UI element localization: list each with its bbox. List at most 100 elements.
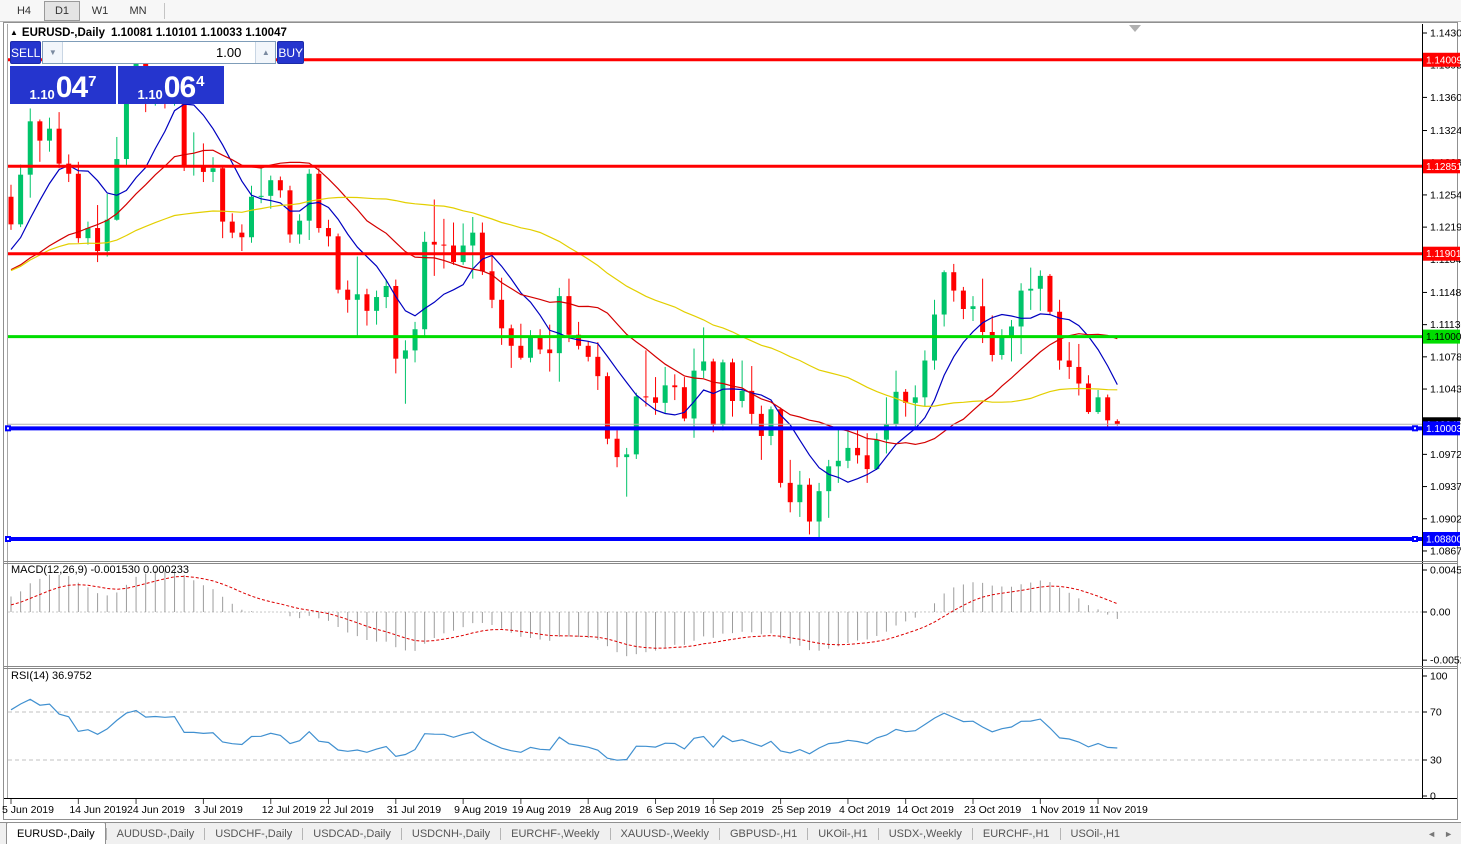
tab-usoil-h1[interactable]: USOil-,H1 <box>1070 827 1121 840</box>
svg-text:3 Jul 2019: 3 Jul 2019 <box>194 804 243 816</box>
tab-scroll-left-icon[interactable]: ◄ <box>1427 828 1437 839</box>
svg-text:31 Jul 2019: 31 Jul 2019 <box>387 804 441 816</box>
rsi-axis: 100 70 30 0 <box>1423 671 1448 803</box>
tab-divider <box>971 828 973 840</box>
svg-text:1.09720: 1.09720 <box>1430 449 1461 461</box>
rsi-indicator-label: RSI(14) 36.9752 <box>11 670 92 682</box>
svg-text:100: 100 <box>1430 671 1448 683</box>
sell-price-display[interactable]: 1.10 04 7 <box>10 66 116 104</box>
svg-text:1.08800: 1.08800 <box>1426 535 1461 546</box>
svg-text:28 Aug 2019: 28 Aug 2019 <box>579 804 638 816</box>
svg-text:1.13240: 1.13240 <box>1430 125 1461 137</box>
moving-average-line-20 <box>10 149 1118 446</box>
svg-text:9 Aug 2019: 9 Aug 2019 <box>454 804 507 816</box>
tab-audusd-daily[interactable]: AUDUSD-,Daily <box>116 827 195 840</box>
svg-text:0.004536: 0.004536 <box>1430 565 1461 577</box>
svg-text:12 Jul 2019: 12 Jul 2019 <box>262 804 316 816</box>
svg-text:1.13600: 1.13600 <box>1430 92 1461 104</box>
rsi-line <box>10 698 1118 761</box>
hline-1.11901[interactable]: 1.11901 <box>8 246 1461 261</box>
tab-xauusd-weekly[interactable]: XAUUSD-,Weekly <box>620 827 709 840</box>
tab-eurusd-daily[interactable]: EURUSD-,Daily <box>6 823 106 844</box>
volume-input[interactable] <box>63 42 256 63</box>
volume-decrease-button[interactable]: ▼ <box>43 42 64 63</box>
buy-price-display[interactable]: 1.10 06 4 <box>118 66 224 104</box>
buy-price-big-digits: 06 <box>163 71 196 105</box>
svg-text:1.11130: 1.11130 <box>1430 319 1461 331</box>
hline-1.08800[interactable]: 1.08800 <box>5 532 1461 546</box>
chart-shift-marker-icon[interactable] <box>1129 25 1141 32</box>
macd-axis: 0.004536 0.00 -0.00520 <box>1423 565 1461 667</box>
hline-1.10003[interactable]: 1.10003 <box>5 421 1461 436</box>
chart-tab-bar: EURUSD-,Daily AUDUSD-,Daily USDCHF-,Daily U… <box>0 822 1461 844</box>
volume-spinner: ▼ ▲ <box>42 41 277 64</box>
tab-divider <box>105 828 107 840</box>
rsi-levels <box>8 711 1422 761</box>
chart-symbol-label: EURUSD-,Daily <box>21 27 105 39</box>
hline-1.11000[interactable]: 1.11000 <box>8 329 1461 344</box>
svg-text:23 Oct 2019: 23 Oct 2019 <box>964 804 1021 816</box>
buy-price-prefix: 1.10 <box>137 87 163 102</box>
svg-text:19 Aug 2019: 19 Aug 2019 <box>512 804 571 816</box>
tab-usdcad-daily[interactable]: USDCAD-,Daily <box>313 827 391 840</box>
buy-price-pip-digit: 4 <box>196 73 205 90</box>
svg-text:1.09370: 1.09370 <box>1430 481 1461 493</box>
svg-text:1.10003: 1.10003 <box>1426 424 1461 435</box>
svg-text:0: 0 <box>1430 791 1436 803</box>
tab-scroll-buttons: ◄ ► <box>1419 823 1461 844</box>
svg-text:1.12190: 1.12190 <box>1430 222 1461 234</box>
rsi-value: 36.9752 <box>51 670 92 682</box>
tab-divider <box>718 828 720 840</box>
sell-price-big-digits: 04 <box>55 71 88 105</box>
svg-text:14 Jun 2019: 14 Jun 2019 <box>69 804 127 816</box>
hline-1.12851[interactable]: 1.12851 <box>8 159 1461 174</box>
timeframe-button-d1[interactable]: D1 <box>44 0 80 21</box>
timeframe-button-mn[interactable]: MN <box>129 4 147 17</box>
macd-name: MACD(12,26,9) <box>11 564 88 576</box>
svg-text:1.12851: 1.12851 <box>1426 162 1461 173</box>
volume-increase-button[interactable]: ▲ <box>255 42 276 63</box>
sell-button[interactable]: SELL <box>10 41 42 64</box>
tab-ukoil-h1[interactable]: UKOil-,H1 <box>818 827 868 840</box>
macd-values: -0.001530 0.000233 <box>90 564 189 576</box>
tab-gbpusd-h1[interactable]: GBPUSD-,H1 <box>729 827 798 840</box>
tab-divider <box>1059 828 1061 840</box>
svg-text:24 Jun 2019: 24 Jun 2019 <box>127 804 185 816</box>
tab-eurchf-weekly[interactable]: EURCHF-,Weekly <box>511 827 600 840</box>
tab-divider <box>807 828 809 840</box>
svg-text:4 Oct 2019: 4 Oct 2019 <box>839 804 891 816</box>
tab-divider <box>302 828 304 840</box>
buy-button[interactable]: BUY <box>277 41 305 64</box>
tab-usdchf-daily[interactable]: USDCHF-,Daily <box>215 827 293 840</box>
macd-histogram <box>8 568 1422 657</box>
svg-text:22 Jul 2019: 22 Jul 2019 <box>319 804 373 816</box>
tab-divider <box>204 828 206 840</box>
tab-scroll-right-icon[interactable]: ► <box>1444 828 1453 839</box>
svg-text:1.09020: 1.09020 <box>1430 513 1461 525</box>
svg-text:1.10430: 1.10430 <box>1430 384 1461 396</box>
tab-divider <box>500 828 502 840</box>
chart-window[interactable]: 1.143001.139501.136001.132401.128901.125… <box>0 22 1461 822</box>
collapse-trade-panel-icon[interactable]: ▲ <box>10 28 18 37</box>
moving-average-line-45 <box>10 196 1118 408</box>
svg-text:1.11901: 1.11901 <box>1426 249 1461 260</box>
svg-text:1.12540: 1.12540 <box>1430 189 1461 201</box>
svg-text:1.11000: 1.11000 <box>1426 332 1461 343</box>
sell-price-prefix: 1.10 <box>29 87 55 102</box>
chart-tabs: EURUSD-,Daily AUDUSD-,Daily USDCHF-,Daily U… <box>0 823 1419 844</box>
timeframe-button-w1[interactable]: W1 <box>91 4 109 17</box>
svg-text:14 Oct 2019: 14 Oct 2019 <box>897 804 954 816</box>
chart-title: ▲ EURUSD-,Daily 1.10081 1.10101 1.10033 1.… <box>10 27 287 39</box>
timeframe-button-h4[interactable]: H4 <box>16 4 32 17</box>
tab-eurchf-h1[interactable]: EURCHF-,H1 <box>982 827 1050 840</box>
svg-text:70: 70 <box>1430 707 1442 719</box>
rsi-name: RSI(14) <box>11 670 49 682</box>
tab-usdcnh-daily[interactable]: USDCNH-,Daily <box>411 827 491 840</box>
svg-text:1 Nov 2019: 1 Nov 2019 <box>1031 804 1085 816</box>
price-chart-canvas[interactable]: 1.143001.139501.136001.132401.128901.125… <box>0 22 1461 822</box>
tab-usdx-weekly[interactable]: USDX-,Weekly <box>888 827 962 840</box>
svg-text:6 Sep 2019: 6 Sep 2019 <box>647 804 701 816</box>
svg-text:25 Sep 2019: 25 Sep 2019 <box>772 804 832 816</box>
time-axis: 5 Jun 2019 14 Jun 2019 24 Jun 2019 3 Jul 20… <box>2 799 1148 816</box>
svg-text:1.14300: 1.14300 <box>1430 28 1461 40</box>
